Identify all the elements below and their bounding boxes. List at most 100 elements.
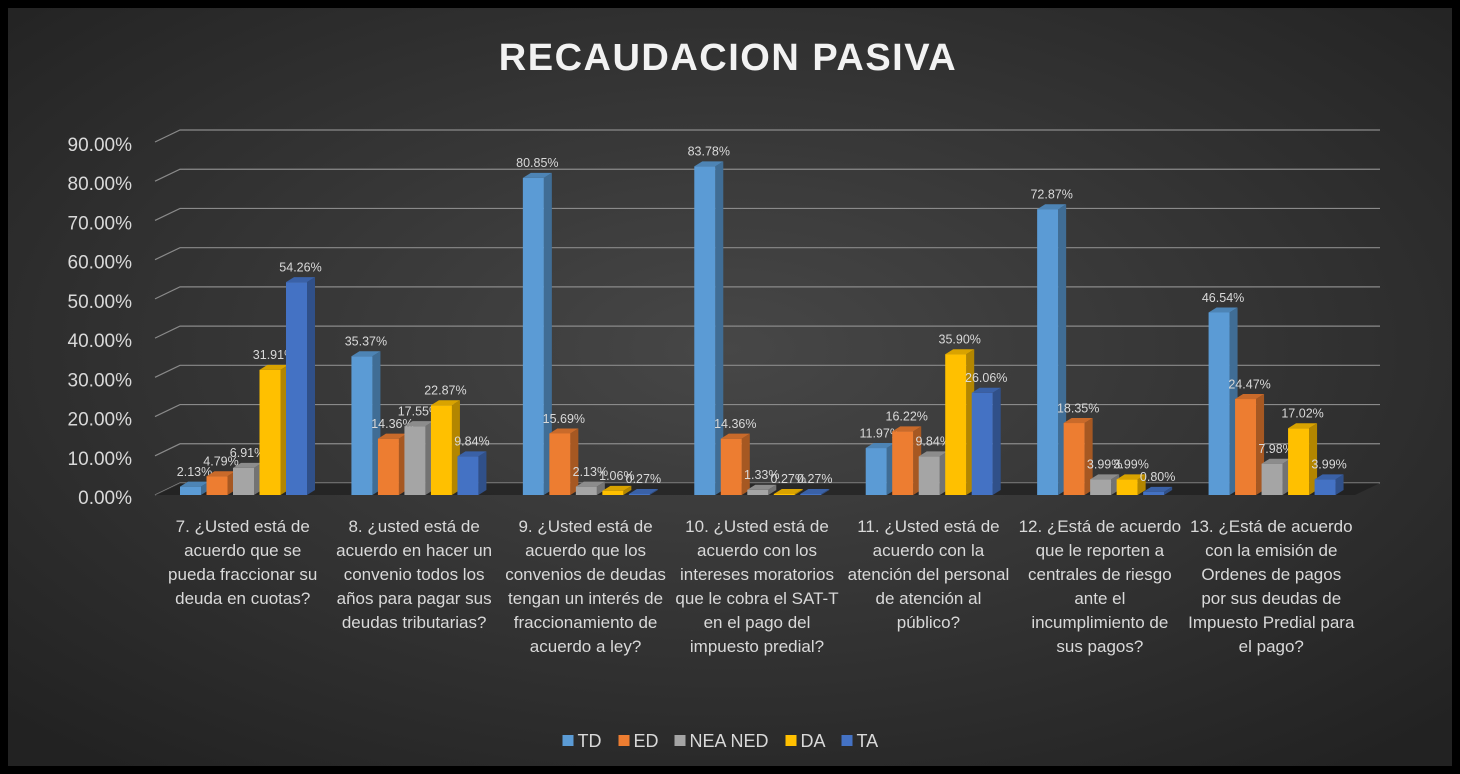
bar-top: [1037, 204, 1067, 210]
bar: [945, 354, 967, 495]
bar: [1037, 209, 1059, 495]
data-label: 0.27%: [626, 472, 661, 486]
bar-top: [286, 277, 315, 283]
bar: [1063, 423, 1085, 495]
data-label: 14.36%: [371, 417, 413, 431]
bar: [1261, 463, 1283, 495]
x-tick-label: 13. ¿Está de acuerdo con la emisión de O…: [1188, 517, 1355, 656]
bar-top: [377, 433, 407, 439]
data-label: 72.87%: [1030, 187, 1072, 201]
legend-swatch: [562, 735, 574, 746]
grid-line: [154, 129, 1380, 143]
bar: [549, 433, 571, 495]
bar-side: [768, 484, 777, 495]
bar: [206, 476, 228, 495]
bar-side: [1084, 418, 1093, 495]
data-label: 17.55%: [398, 404, 440, 418]
bar-top: [549, 428, 579, 434]
bar-top: [1288, 423, 1318, 429]
y-tick-label: 10.00%: [68, 449, 133, 470]
bar-side: [715, 161, 724, 495]
data-label: 3.99%: [1087, 458, 1122, 472]
bar-top: [1090, 474, 1120, 480]
bar: [286, 282, 307, 495]
legend-label: TA: [857, 731, 879, 751]
bar-top: [351, 351, 381, 357]
bar: [1314, 479, 1336, 495]
bar: [1208, 312, 1230, 495]
bar: [1116, 479, 1138, 495]
x-tick-label: 12. ¿Está de acuerdo que le reporten a c…: [1018, 517, 1182, 656]
bar-top: [206, 471, 236, 477]
data-label: 15.69%: [543, 412, 585, 426]
bar-top: [522, 172, 552, 178]
bar-side: [623, 485, 632, 495]
bar-side: [1335, 474, 1344, 495]
y-tick-label: 50.00%: [68, 292, 133, 313]
bar: [1143, 491, 1165, 495]
data-label: 16.22%: [886, 410, 928, 424]
bar-top: [1235, 394, 1265, 400]
data-label: 35.90%: [939, 332, 981, 346]
bar: [720, 438, 742, 495]
bar: [800, 493, 822, 495]
legend-swatch: [618, 735, 630, 746]
bar-side: [821, 488, 830, 495]
bar-side: [1058, 204, 1067, 495]
bar-side: [649, 488, 658, 495]
bar: [351, 356, 373, 495]
data-label: 0.27%: [797, 472, 832, 486]
legend-swatch: [841, 735, 853, 746]
grid-line: [154, 325, 1380, 339]
bar-top: [694, 161, 724, 167]
data-label: 0.80%: [1140, 470, 1175, 484]
bar-top: [1143, 486, 1173, 492]
data-label: 18.35%: [1057, 401, 1099, 415]
data-label: 14.36%: [714, 417, 756, 431]
bar: [259, 369, 281, 495]
data-label: 80.85%: [516, 156, 558, 170]
bar: [377, 438, 399, 495]
data-label: 9.84%: [915, 435, 950, 449]
data-label: 22.87%: [424, 384, 466, 398]
y-tick-label: 40.00%: [68, 331, 133, 352]
data-label: 31.91%: [253, 348, 295, 362]
bar-side: [1164, 486, 1173, 495]
y-tick-label: 80.00%: [68, 174, 133, 195]
y-tick-label: 20.00%: [68, 410, 133, 431]
data-label: 6.91%: [230, 446, 265, 460]
bar-side: [1309, 423, 1318, 495]
bar-top: [971, 387, 1001, 393]
bar: [180, 486, 201, 495]
legend-label: ED: [634, 731, 659, 751]
data-label: 3.99%: [1113, 458, 1148, 472]
data-label: 3.99%: [1311, 458, 1346, 472]
data-label: 0.27%: [771, 472, 806, 486]
bar-side: [1137, 474, 1146, 495]
y-tick-label: 30.00%: [68, 370, 133, 391]
legend-label: DA: [801, 731, 826, 751]
bar: [1288, 428, 1310, 495]
bar-top: [1208, 307, 1238, 313]
chart-title: RECAUDACION PASIVA: [499, 37, 957, 79]
bar-top: [602, 485, 632, 491]
x-tick-label: 8. ¿usted está de acuerdo en hacer un co…: [336, 517, 493, 632]
bar-side: [741, 433, 750, 495]
data-label: 9.84%: [454, 435, 489, 449]
bar: [694, 166, 716, 495]
bar-top: [800, 488, 830, 494]
bar: [628, 493, 650, 495]
bar: [971, 392, 993, 495]
bar-top: [1261, 458, 1291, 464]
bar-side: [596, 481, 605, 495]
legend-swatch: [674, 735, 686, 746]
data-label: 46.54%: [1202, 291, 1244, 305]
bar: [892, 431, 914, 495]
bar-top: [918, 451, 948, 457]
bar: [918, 456, 940, 495]
bar: [602, 490, 624, 495]
bar: [865, 448, 887, 495]
bar-top: [773, 488, 803, 494]
